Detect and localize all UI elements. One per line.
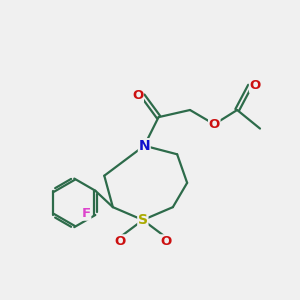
Text: O: O xyxy=(132,89,143,102)
Text: O: O xyxy=(250,79,261,92)
Text: O: O xyxy=(160,235,171,248)
Text: F: F xyxy=(82,207,91,220)
Text: S: S xyxy=(138,213,148,227)
Text: O: O xyxy=(209,118,220,131)
Text: N: N xyxy=(139,139,150,153)
Text: O: O xyxy=(114,235,126,248)
